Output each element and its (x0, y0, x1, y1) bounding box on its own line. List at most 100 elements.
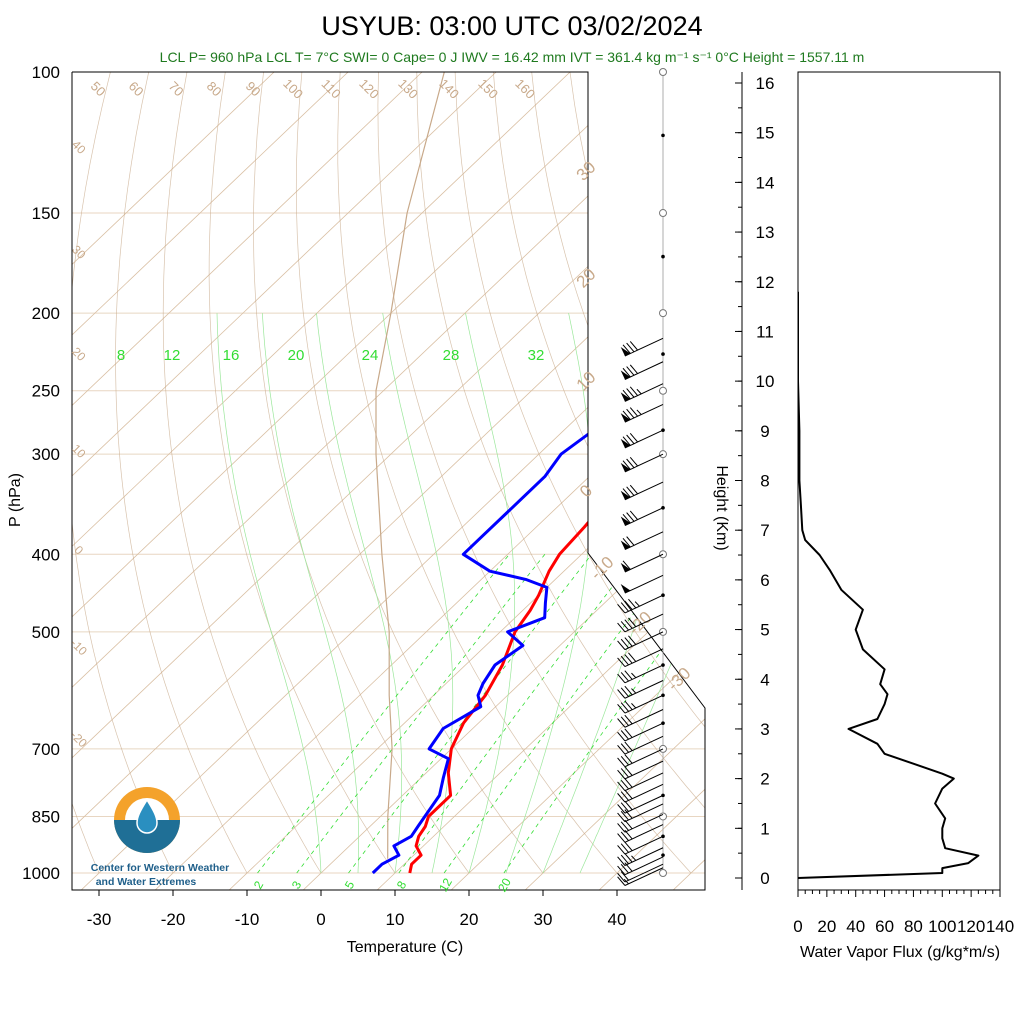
moist-adiabat-label: 0 (576, 481, 596, 501)
moist-adiabat-line (316, 313, 403, 874)
logo-line-1: Center for Western Weather (91, 862, 229, 874)
wind-barb (617, 783, 664, 803)
moist-adiabat-line (216, 313, 322, 874)
temperature-tick-label: -20 (161, 910, 186, 929)
wind-barb (617, 722, 664, 742)
wind-barb (617, 867, 664, 886)
wind-barb (617, 664, 664, 684)
temperature-tick-label: 10 (386, 910, 405, 929)
dry-adiabat-line (876, 72, 1024, 873)
pressure-tick-label: 700 (32, 740, 60, 759)
mixing-ratio-label: 3 (289, 878, 305, 891)
mixing-ratio-label: 28 (443, 347, 460, 364)
wind-barb (620, 481, 664, 501)
mixing-ratio-line (348, 554, 593, 874)
height-tick-label: 2 (760, 770, 769, 789)
dry-adiabat-label: 50 (88, 78, 109, 99)
isotherm-line (72, 72, 275, 890)
isotherm-line (450, 72, 705, 890)
flux-tick-label: 140 (986, 917, 1014, 936)
dry-adiabat-line (337, 72, 618, 874)
isotherm-line (72, 72, 349, 890)
temperature-tick-label: -10 (235, 910, 260, 929)
wind-barb (617, 648, 664, 668)
pressure-tick-label: 250 (32, 382, 60, 401)
dry-adiabat-line (377, 72, 692, 874)
flux-tick-label: 60 (875, 917, 894, 936)
flux-tick-label: 100 (928, 917, 956, 936)
isotherm-line (72, 72, 571, 890)
mixing-ratio-label: 8 (394, 878, 410, 891)
wind-level-marker (659, 209, 667, 218)
pressure-tick-label: 150 (32, 204, 60, 223)
pressure-tick-label: 300 (32, 445, 60, 464)
wind-barb (620, 429, 664, 449)
isotherm-line (72, 72, 705, 890)
dry-adiabat-label: -10 (68, 636, 90, 658)
wind-barb (617, 803, 664, 823)
dry-adiabat-label: 70 (166, 78, 187, 99)
pressure-tick-label: 850 (32, 807, 60, 826)
flux-lines (798, 291, 980, 879)
wind-barb (617, 709, 664, 728)
flux-tick-label: 80 (904, 917, 923, 936)
mixing-ratio-label: 12 (164, 347, 181, 364)
pressure-tick-label: 1000 (22, 864, 60, 883)
temperature-tick-label: 0 (316, 910, 325, 929)
height-tick-label: 3 (760, 720, 769, 739)
flux-tick-label: 0 (793, 917, 802, 936)
mixing-ratio-label: 20 (288, 347, 305, 364)
wind-level-marker (659, 812, 667, 821)
height-tick-label: 5 (760, 621, 769, 640)
height-tick-label: 11 (756, 322, 774, 341)
dry-adiabat-line (115, 72, 248, 874)
dry-adiabat-line (493, 72, 705, 874)
dry-adiabat-line (915, 72, 1024, 873)
pressure-tick-label: 400 (32, 545, 60, 564)
temperature-tick-label: -30 (87, 910, 112, 929)
mixing-ratio-label: 32 (528, 347, 545, 364)
flux-tick-label: 120 (957, 917, 985, 936)
dry-adiabat-line (208, 72, 396, 874)
height-tick-label: 12 (756, 273, 775, 292)
height-tick-label: 13 (756, 223, 775, 242)
mixing-ratio-line (443, 554, 679, 874)
height-tick-label: 14 (756, 173, 775, 192)
wind-barb (617, 631, 664, 651)
logo-line-2: and Water Extremes (96, 876, 197, 888)
dry-adiabat-line (800, 72, 1024, 873)
skewt-frame (71, 71, 706, 891)
wind-barb (620, 337, 664, 357)
x-axis-label: Temperature (C) (347, 939, 463, 956)
flux-x-axis-label: Water Vapor Flux (g/kg*m/s) (800, 944, 1000, 961)
wind-barb (617, 694, 664, 714)
wind-barbs (617, 68, 667, 886)
parcel-line (375, 72, 445, 859)
background-grid (72, 72, 1024, 890)
logo-wave (114, 820, 180, 853)
dry-adiabat-label: 150 (475, 76, 501, 102)
wind-dot (661, 133, 665, 138)
moist-adiabat-label: 20 (573, 265, 600, 292)
wind-barb (620, 507, 664, 527)
moist-adiabat-line (261, 313, 360, 874)
wind-barb (617, 594, 664, 614)
wind-level-marker (659, 386, 667, 395)
dry-adiabat-line (295, 72, 544, 874)
wind-barb (617, 680, 664, 699)
wind-barb (617, 760, 664, 780)
dry-adiabat-line (454, 72, 705, 874)
dry-adiabat-line (838, 72, 1024, 873)
dry-adiabat-line (72, 72, 100, 874)
dry-adiabat-label: 100 (280, 76, 306, 102)
dry-adiabat-label: 90 (243, 78, 264, 99)
chart-title: USYUB: 03:00 UTC 03/02/2024 (321, 11, 702, 41)
wind-barb (620, 553, 664, 573)
dry-adiabat-line (162, 72, 322, 874)
wind-barb (617, 748, 664, 768)
isotherm-line (72, 72, 423, 890)
wind-barb (617, 794, 664, 814)
wind-dot (661, 352, 665, 356)
dry-adiabat-label: -20 (68, 728, 90, 750)
